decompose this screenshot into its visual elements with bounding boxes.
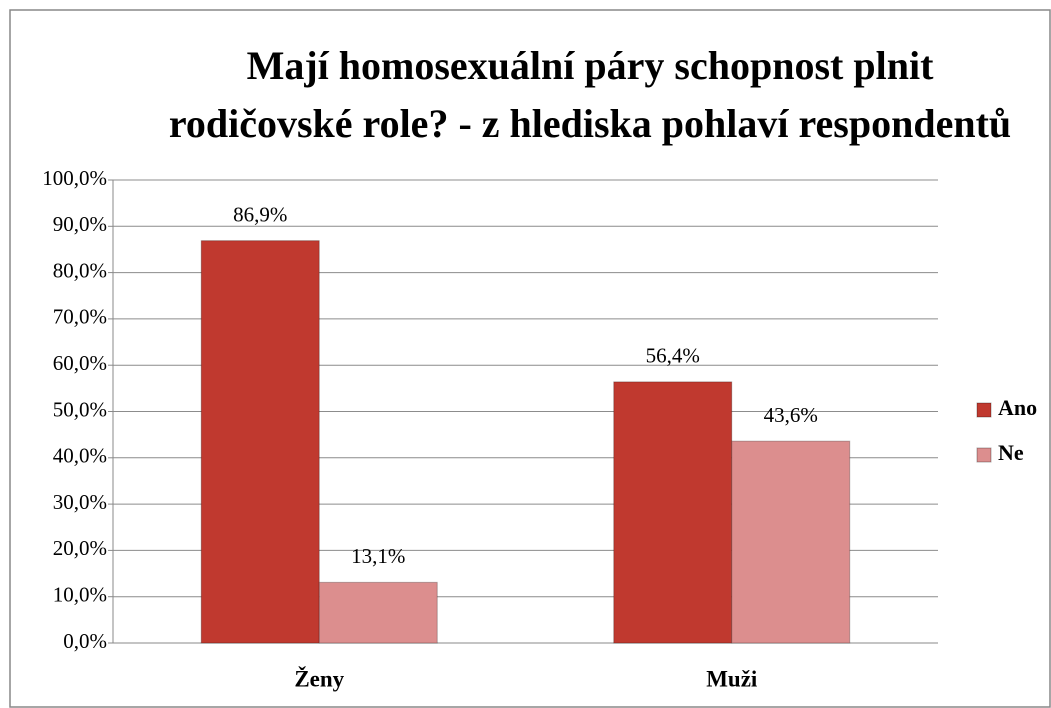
chart-title: rodičovské role? - z hlediska pohlaví re… [169,101,1011,146]
data-label: 13,1% [351,544,405,568]
y-tick-label: 70,0% [53,305,107,329]
y-tick-label: 100,0% [42,166,107,190]
legend-swatch [976,447,992,463]
bar [318,581,438,644]
data-label: 86,9% [233,202,287,226]
x-tick-label: Ženy [294,665,344,691]
chart-frame [9,9,1051,708]
y-tick-label: 0,0% [63,629,107,653]
y-tick-label: 50,0% [53,397,107,421]
legend-label: Ne [998,440,1024,465]
bar [613,381,733,644]
bar [200,240,320,644]
y-tick-label: 40,0% [53,444,107,468]
y-tick-label: 80,0% [53,258,107,282]
data-label: 43,6% [764,403,818,427]
y-tick-label: 60,0% [53,351,107,375]
x-tick-label: Muži [706,666,758,691]
y-tick-label: 10,0% [53,583,107,607]
y-tick-label: 30,0% [53,490,107,514]
chart-title: Mají homosexuální páry schopnost plnit [247,43,934,88]
bar [731,440,851,644]
legend-swatch [976,402,992,418]
y-tick-label: 20,0% [53,536,107,560]
data-label: 56,4% [646,344,700,368]
y-tick-label: 90,0% [53,212,107,236]
legend-label: Ano [998,395,1037,420]
